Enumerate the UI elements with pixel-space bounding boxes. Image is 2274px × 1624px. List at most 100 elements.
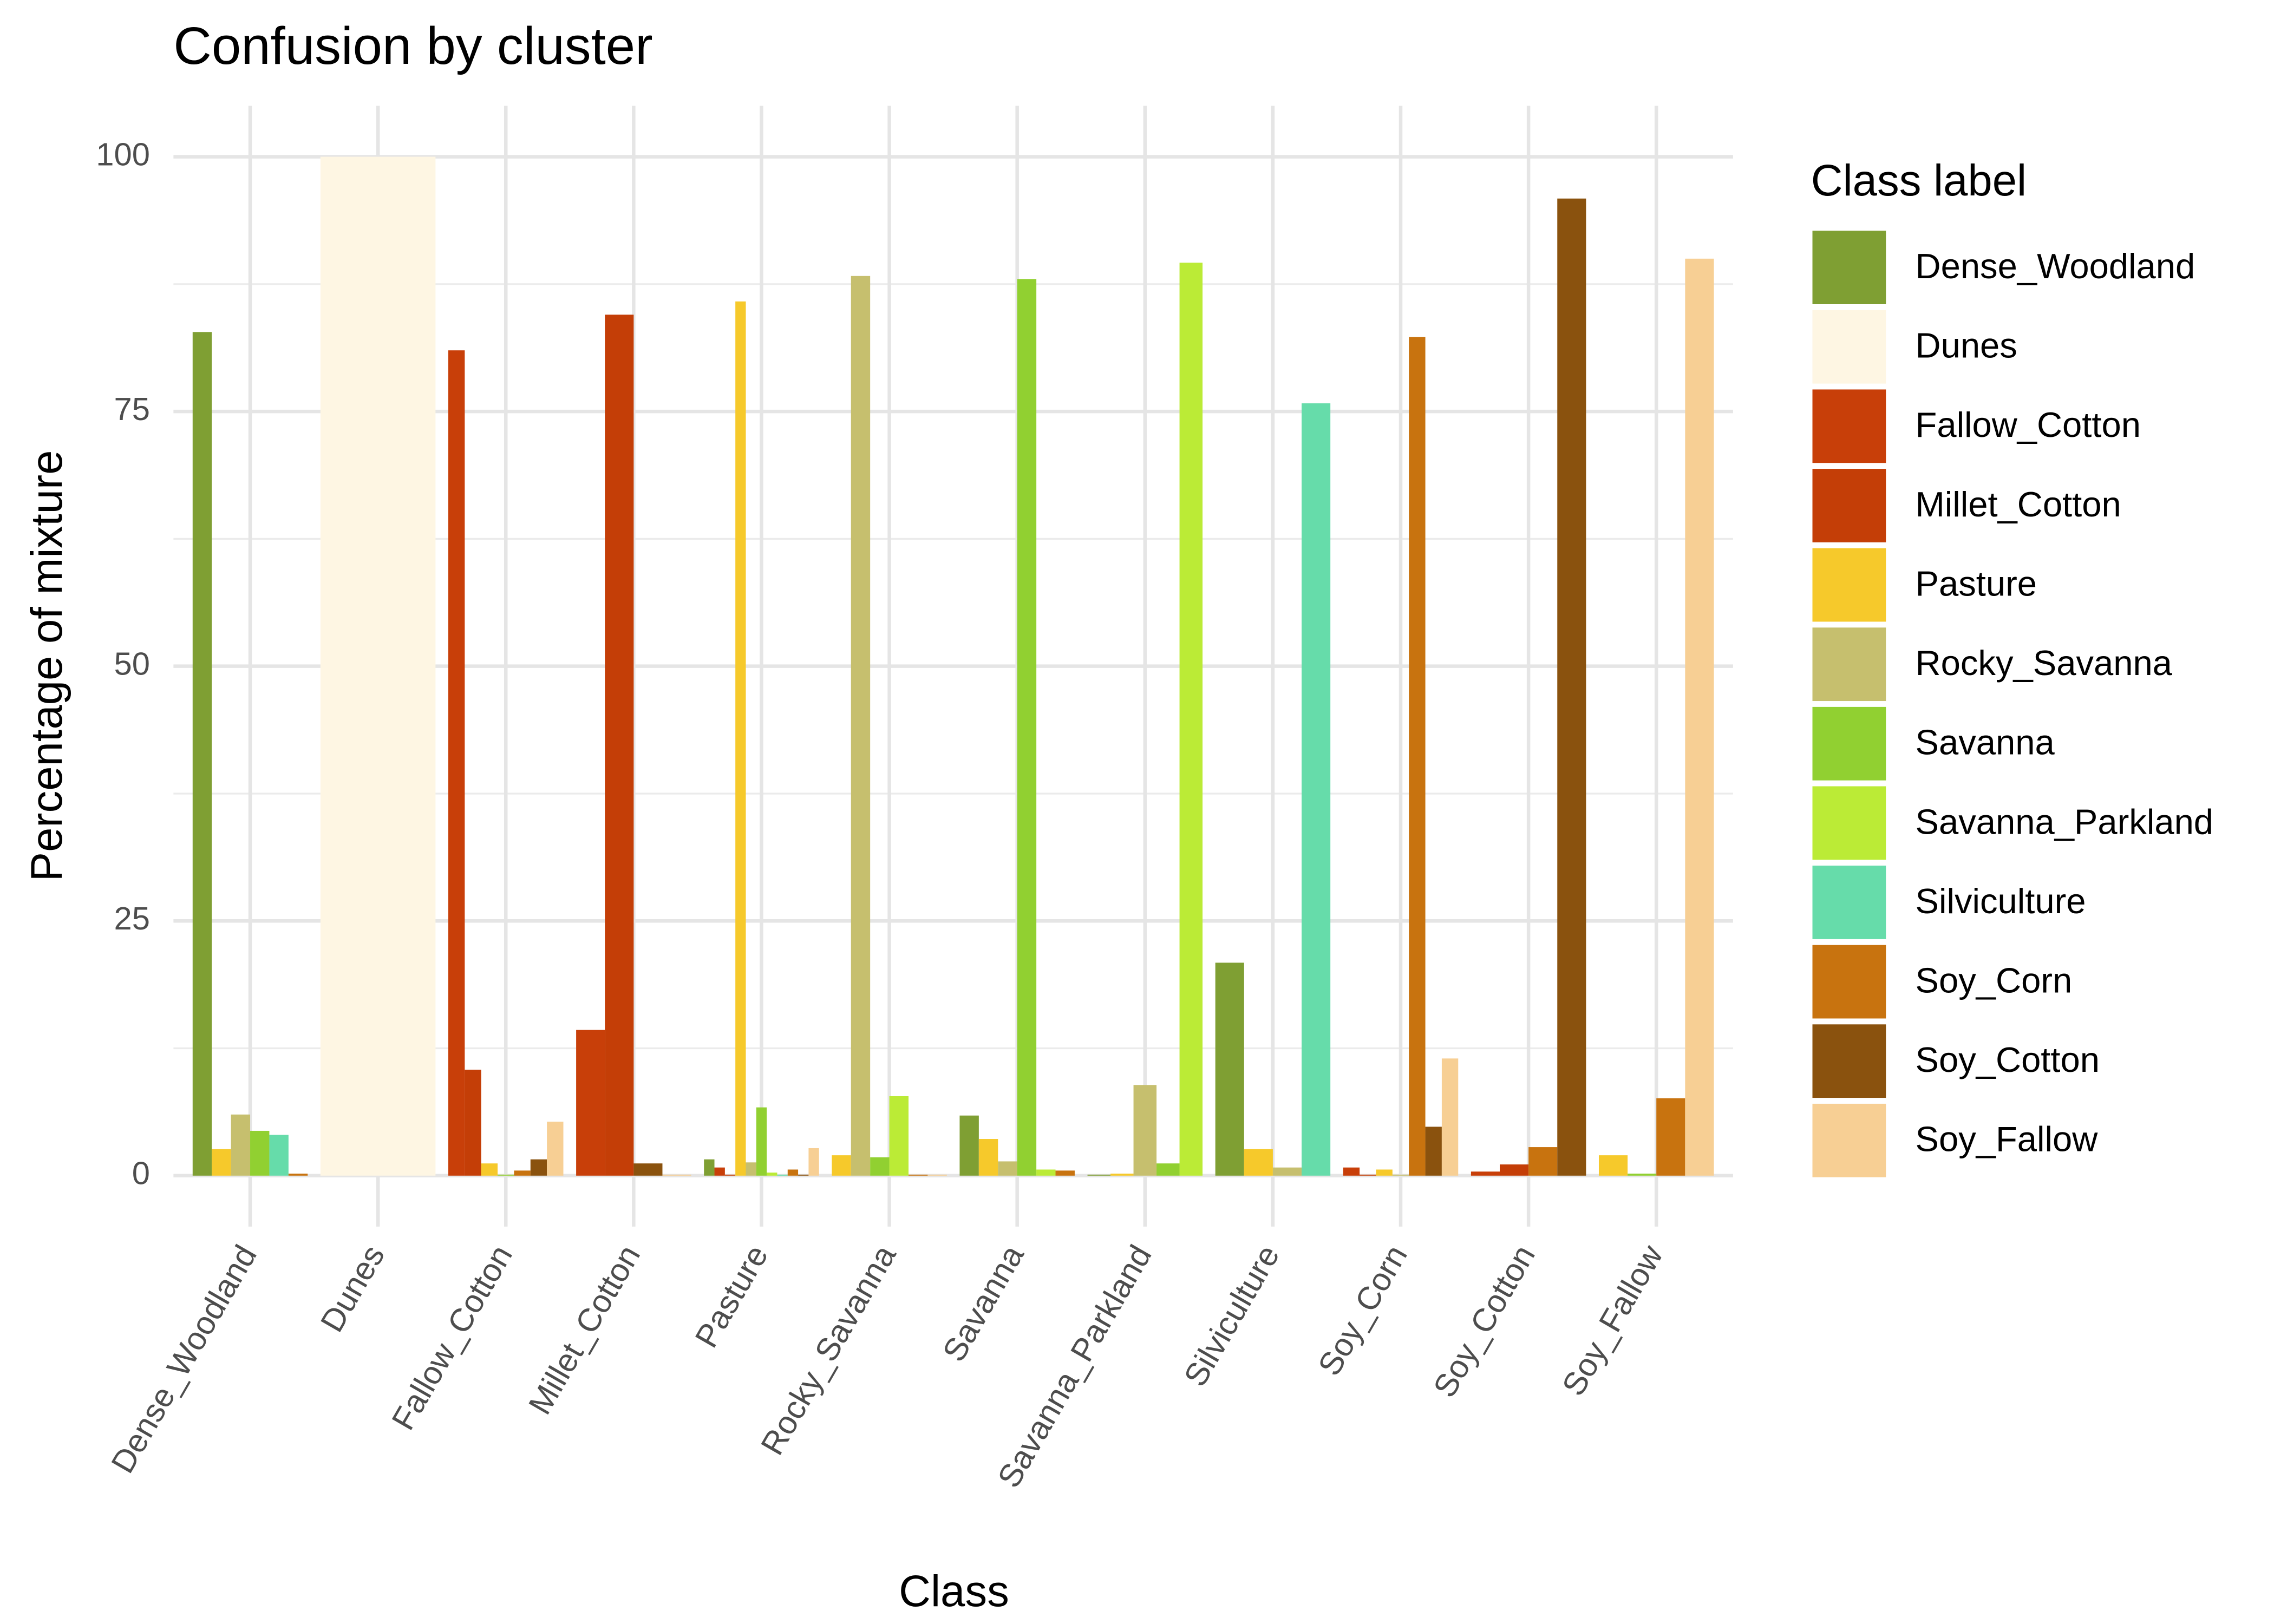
- bar: [250, 1130, 270, 1176]
- bar: [1087, 1174, 1111, 1176]
- x-tick-label: Savanna: [936, 1239, 1031, 1367]
- bar: [1376, 1169, 1393, 1176]
- bar: [1500, 1164, 1529, 1176]
- legend-key: [1812, 706, 1886, 781]
- y-axis-title: Percentage of mixture: [22, 450, 71, 882]
- bar: [1343, 1167, 1360, 1176]
- bar: [704, 1159, 715, 1176]
- bar: [288, 1174, 308, 1176]
- bar: [498, 1174, 514, 1176]
- legend-key: [1812, 866, 1886, 939]
- y-tick-label: 25: [114, 900, 149, 937]
- bar: [1598, 1155, 1628, 1176]
- bar: [481, 1163, 498, 1176]
- bar: [1685, 258, 1714, 1176]
- bar: [1036, 1169, 1056, 1176]
- y-tick-label: 75: [114, 391, 149, 427]
- x-tick-label: Soy_Cotton: [1426, 1239, 1542, 1404]
- x-tick-label: Soy_Fallow: [1555, 1239, 1670, 1402]
- y-tick-label: 50: [114, 645, 149, 682]
- bar: [808, 1148, 819, 1176]
- bar: [320, 156, 436, 1176]
- bar: [1110, 1174, 1134, 1176]
- bar: [724, 1174, 736, 1176]
- bar: [959, 1115, 979, 1176]
- bar: [714, 1167, 725, 1176]
- chart-title: Confusion by cluster: [173, 16, 652, 75]
- bar: [547, 1122, 564, 1176]
- legend-key: [1812, 627, 1886, 702]
- legend-label: Fallow_Cotton: [1916, 405, 2141, 444]
- legend-key: [1812, 389, 1886, 463]
- x-tick-label: Fallow_Cotton: [384, 1239, 519, 1436]
- bar: [787, 1169, 799, 1176]
- legend-label: Silviculture: [1916, 881, 2086, 921]
- bar: [767, 1173, 777, 1176]
- legend-label: Soy_Fallow: [1916, 1119, 2099, 1159]
- bar: [927, 1174, 947, 1176]
- bar: [1156, 1163, 1180, 1176]
- bar: [1360, 1174, 1376, 1176]
- x-tick-label: Millet_Cotton: [521, 1239, 647, 1420]
- y-tick-label: 100: [96, 136, 150, 172]
- bar: [1017, 279, 1037, 1176]
- bars: [192, 156, 1714, 1176]
- bar: [1409, 337, 1426, 1176]
- bar: [231, 1114, 251, 1176]
- bar: [212, 1149, 231, 1176]
- bar: [1528, 1147, 1558, 1176]
- bar: [777, 1174, 788, 1176]
- bar: [1471, 1171, 1500, 1176]
- bar: [1179, 263, 1203, 1176]
- x-tick-label: Dense_Woodland: [104, 1239, 264, 1479]
- x-axis-title: Class: [899, 1567, 1009, 1616]
- bar: [662, 1174, 691, 1176]
- bar: [756, 1107, 767, 1176]
- x-tick-label: Dunes: [313, 1239, 391, 1338]
- legend-key: [1812, 310, 1886, 384]
- bar: [192, 332, 212, 1176]
- bar: [1392, 1174, 1409, 1176]
- legend-key: [1812, 469, 1886, 542]
- legend-title: Class label: [1811, 156, 2027, 205]
- bar: [1302, 403, 1331, 1176]
- legend-label: Dunes: [1916, 326, 2017, 365]
- bar: [448, 350, 465, 1176]
- bar: [908, 1174, 928, 1176]
- bar: [998, 1161, 1017, 1176]
- legend-label: Savanna_Parkland: [1916, 802, 2213, 841]
- bar: [832, 1155, 851, 1176]
- bar: [1055, 1170, 1075, 1176]
- legend-label: Soy_Cotton: [1916, 1040, 2100, 1079]
- bar: [1272, 1167, 1302, 1176]
- legend-label: Dense_Woodland: [1916, 246, 2195, 286]
- bar: [870, 1157, 890, 1176]
- bar: [465, 1070, 481, 1176]
- legend-key: [1812, 1103, 1886, 1177]
- x-tick-label: Rocky_Savanna: [754, 1239, 903, 1461]
- bar: [1557, 198, 1586, 1176]
- bar: [851, 276, 871, 1176]
- bar: [1656, 1098, 1685, 1176]
- x-tick-label: Pasture: [688, 1239, 775, 1354]
- legend-label: Rocky_Savanna: [1916, 643, 2173, 683]
- bar: [1244, 1149, 1273, 1176]
- bar: [889, 1096, 909, 1176]
- bar: [1215, 962, 1244, 1176]
- bar: [1425, 1127, 1442, 1176]
- legend-key: [1812, 231, 1886, 304]
- legend-label: Soy_Corn: [1916, 960, 2073, 1000]
- x-tick-label: Soy_Corn: [1311, 1239, 1414, 1381]
- bar: [978, 1139, 998, 1176]
- legend-key: [1812, 945, 1886, 1019]
- bar: [746, 1162, 756, 1176]
- legend-label: Savanna: [1916, 723, 2055, 762]
- y-tick-label: 0: [132, 1155, 150, 1191]
- legend-key: [1812, 548, 1886, 622]
- bar: [633, 1163, 663, 1176]
- bar: [798, 1174, 809, 1176]
- bar: [1441, 1058, 1459, 1176]
- bar: [1628, 1174, 1657, 1176]
